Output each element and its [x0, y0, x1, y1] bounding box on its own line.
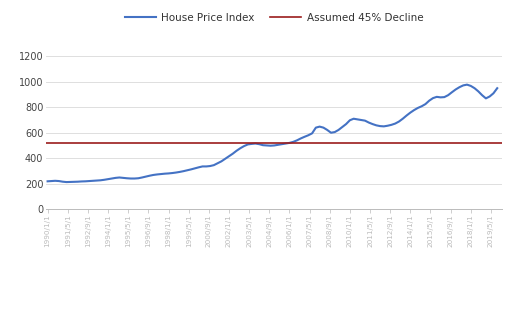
- Legend: House Price Index, Assumed 45% Decline: House Price Index, Assumed 45% Decline: [124, 12, 423, 22]
